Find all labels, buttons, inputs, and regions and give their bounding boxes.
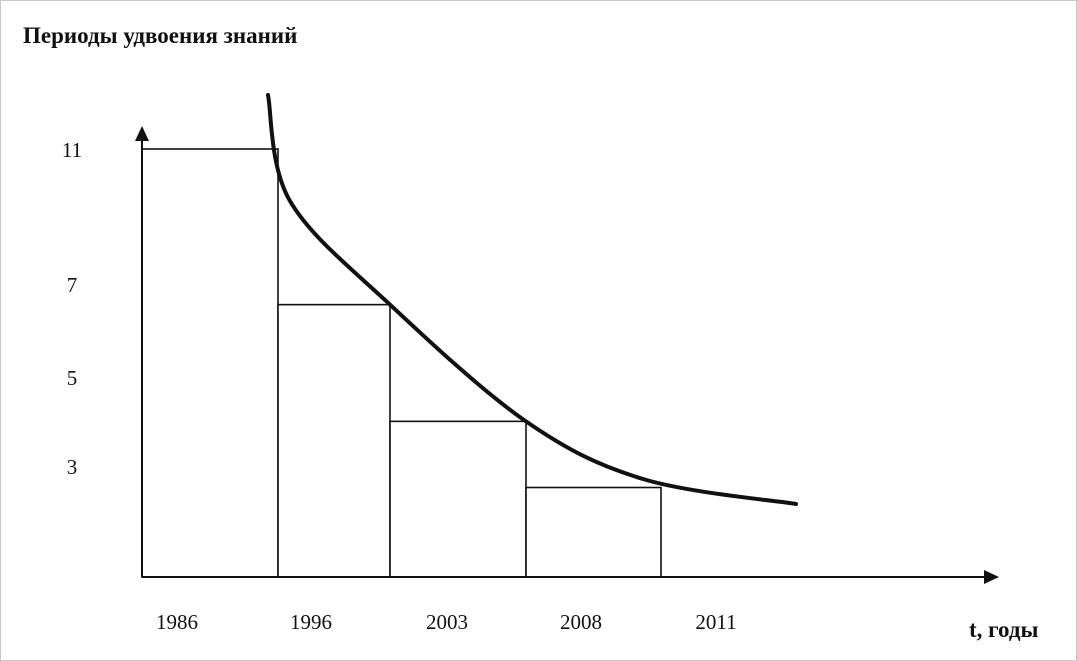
y-tick-label-7: 7 bbox=[67, 273, 78, 297]
x-tick-labels: 1986 1996 2003 2008 2011 bbox=[156, 610, 737, 634]
chart-title: Периоды удвоения знаний bbox=[23, 23, 298, 48]
bar-1986-1996 bbox=[141, 148, 279, 578]
bars-layer bbox=[141, 148, 662, 578]
x-axis-label: t, годы bbox=[969, 617, 1039, 642]
x-axis-arrow bbox=[984, 570, 999, 584]
x-tick-label-1986: 1986 bbox=[156, 610, 198, 634]
y-tick-label-11: 11 bbox=[62, 138, 82, 162]
y-tick-labels: 11 7 5 3 bbox=[62, 138, 82, 479]
bar-2008-2011 bbox=[525, 486, 662, 578]
bar-1996-2003 bbox=[277, 303, 391, 578]
x-tick-label-2008: 2008 bbox=[560, 610, 602, 634]
trend-curve bbox=[266, 93, 798, 506]
y-tick-label-3: 3 bbox=[67, 455, 78, 479]
axes bbox=[135, 126, 999, 584]
x-tick-label-1996: 1996 bbox=[290, 610, 332, 634]
y-tick-label-5: 5 bbox=[67, 366, 78, 390]
y-axis-arrow bbox=[135, 126, 149, 141]
x-tick-label-2003: 2003 bbox=[426, 610, 468, 634]
bar-2003-2008 bbox=[389, 420, 527, 578]
x-tick-label-2011: 2011 bbox=[695, 610, 736, 634]
